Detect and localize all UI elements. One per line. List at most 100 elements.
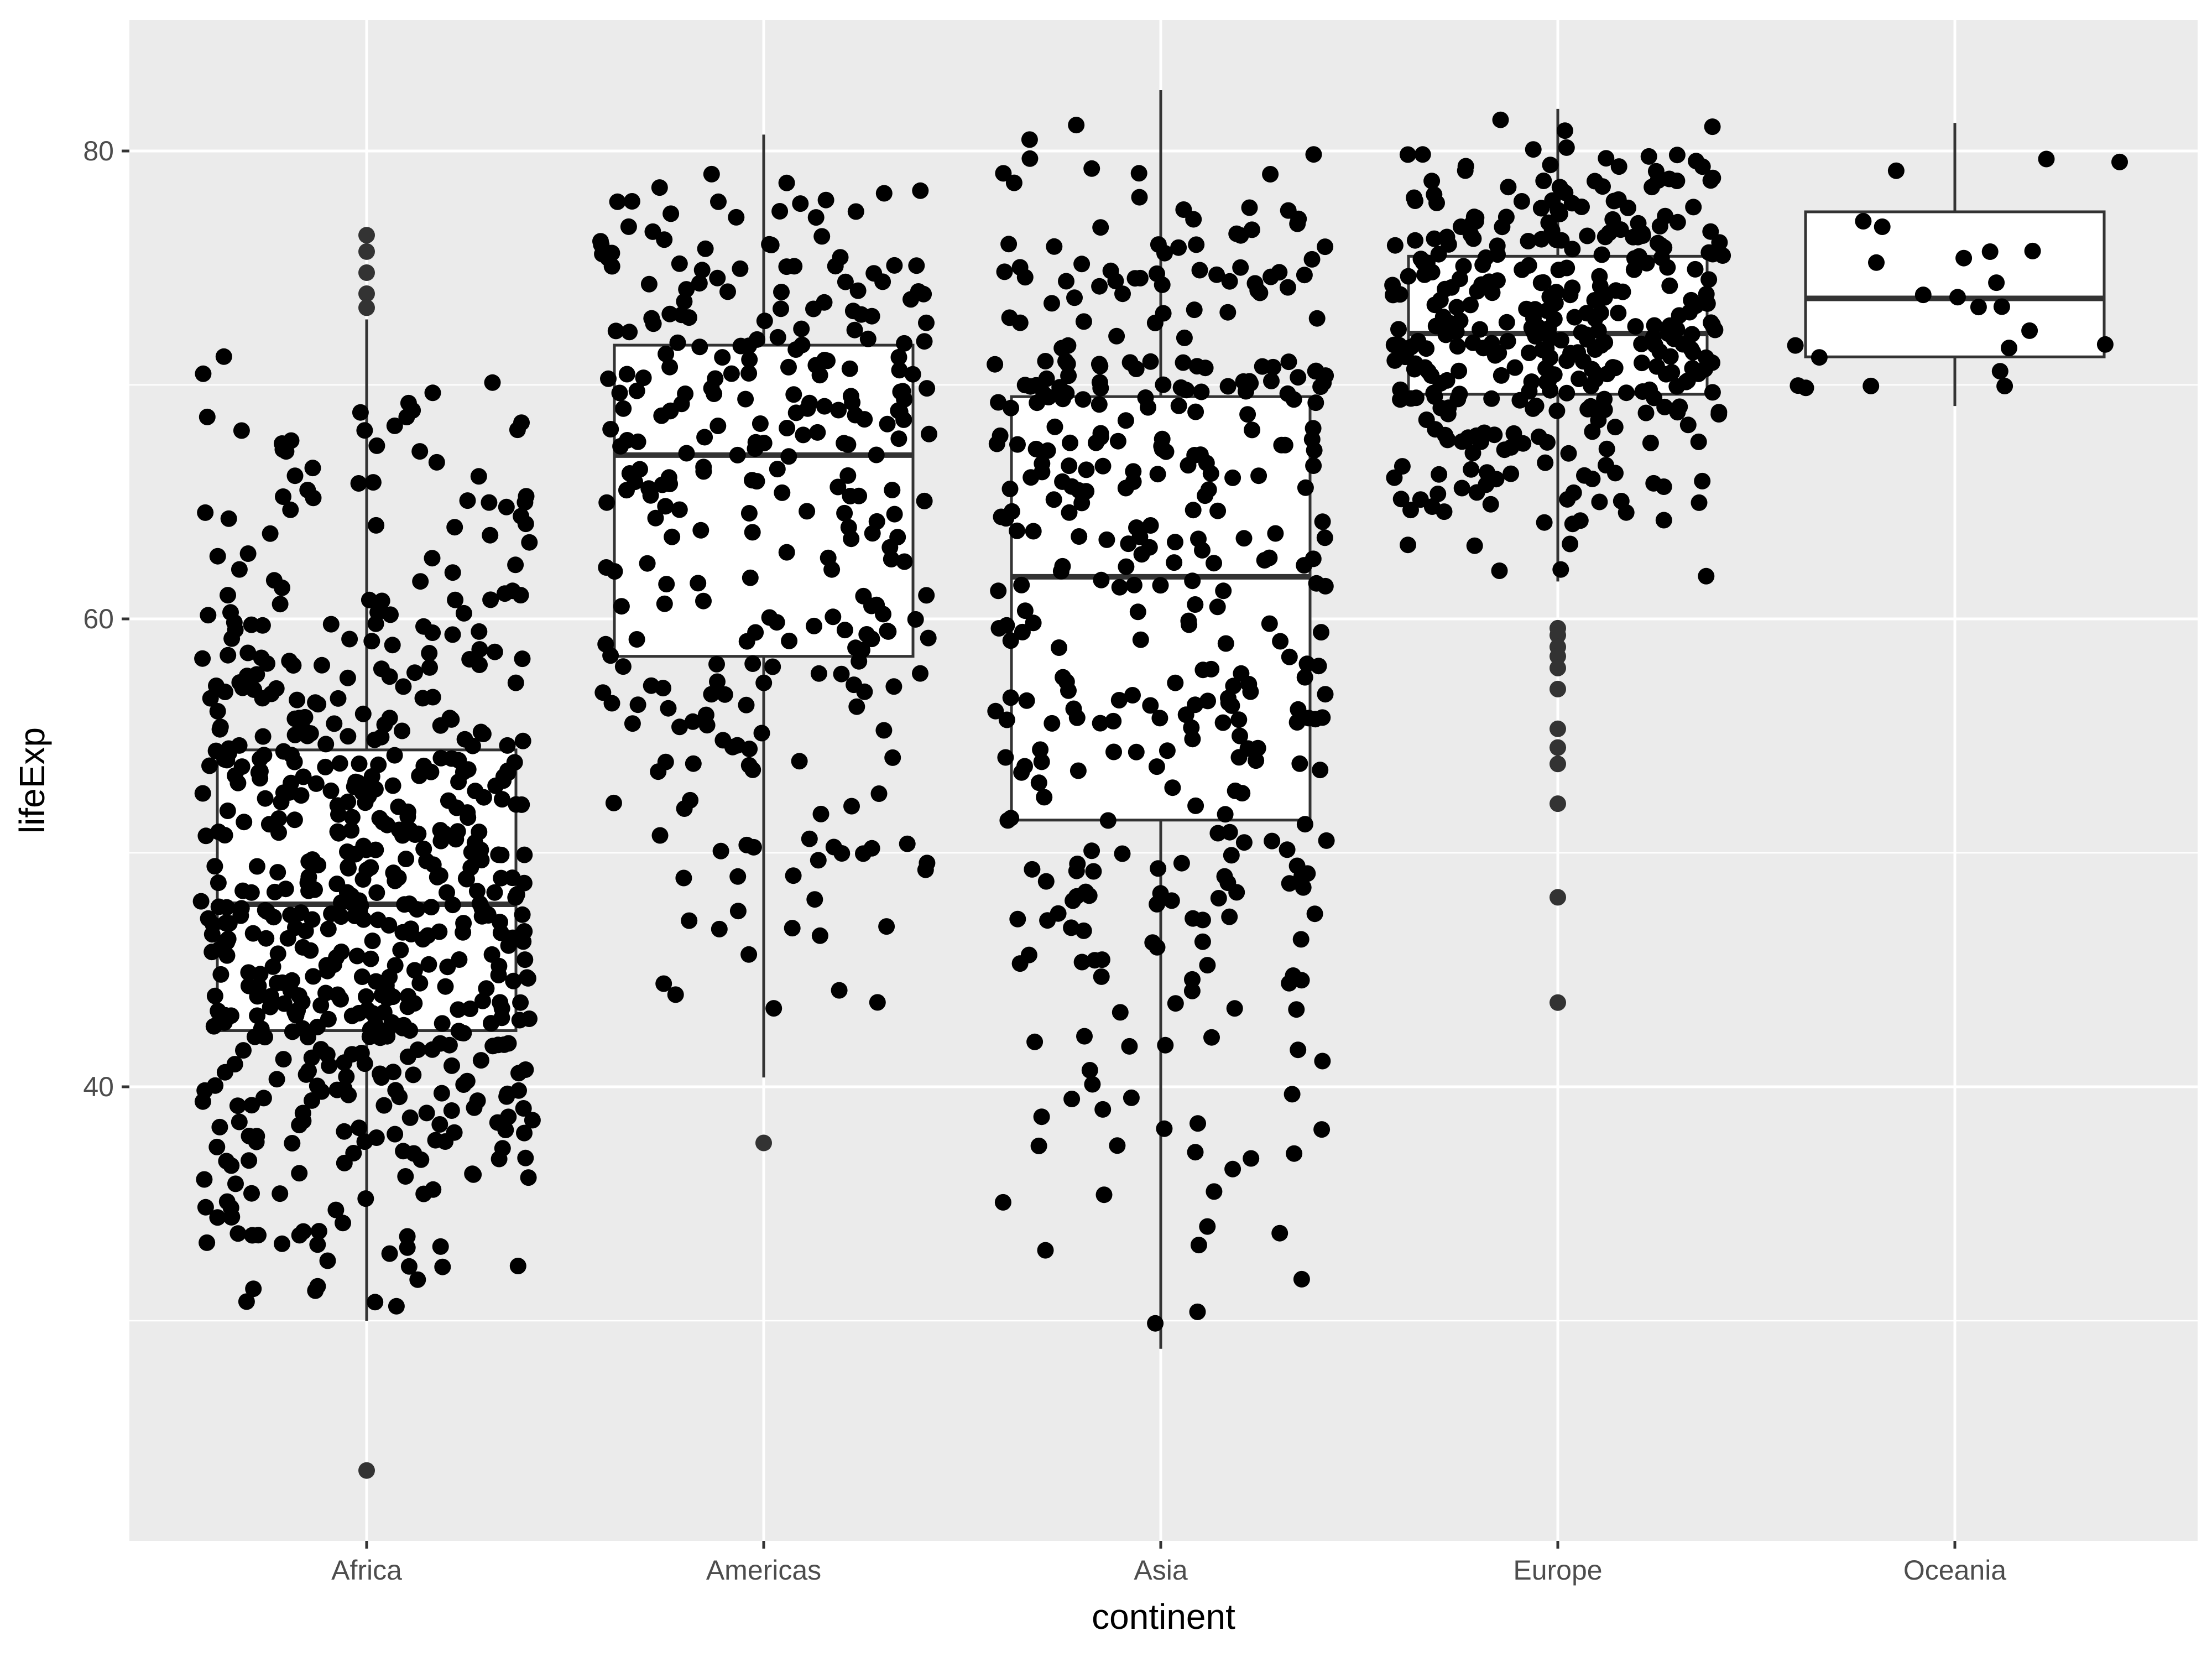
data-point: [355, 911, 372, 928]
data-point: [1156, 1120, 1173, 1137]
data-point: [331, 755, 348, 772]
data-point: [197, 504, 214, 521]
data-point: [1525, 400, 1542, 417]
data-point: [1073, 954, 1091, 971]
data-point: [484, 374, 501, 391]
data-point: [691, 338, 708, 356]
data-point: [612, 437, 629, 455]
data-point: [764, 658, 781, 675]
data-point: [507, 556, 524, 574]
data-point: [1142, 517, 1159, 534]
data-point: [234, 679, 251, 696]
data-point: [1513, 193, 1530, 210]
data-point: [1141, 539, 1158, 556]
data-point: [1009, 522, 1026, 539]
data-point: [354, 705, 372, 722]
data-point: [441, 1036, 458, 1054]
data-point: [1386, 237, 1404, 254]
data-point: [1305, 146, 1322, 163]
data-point: [300, 868, 317, 885]
data-point: [607, 322, 624, 340]
data-point: [1402, 502, 1419, 519]
data-point: [467, 783, 484, 800]
data-point: [1525, 310, 1542, 327]
data-point: [341, 631, 358, 648]
data-point: [1093, 968, 1110, 985]
data-point: [1303, 251, 1321, 268]
data-point: [209, 703, 226, 720]
data-point: [517, 1149, 534, 1166]
data-point: [795, 426, 812, 444]
data-point: [262, 998, 279, 1015]
data-point: [875, 722, 893, 739]
data-point: [520, 1169, 537, 1186]
data-point: [1121, 1038, 1138, 1055]
data-point: [1392, 491, 1410, 508]
data-point: [269, 975, 285, 992]
data-point: [1132, 631, 1149, 648]
data-point: [211, 721, 228, 738]
data-point: [1102, 262, 1119, 279]
data-point: [1081, 887, 1098, 904]
data-point: [471, 623, 488, 640]
data-point: [1317, 238, 1334, 256]
data-point: [875, 185, 893, 202]
data-point: [1472, 321, 1489, 338]
data-point: [217, 1007, 234, 1024]
data-point: [433, 1085, 450, 1102]
data-point: [387, 872, 404, 889]
data-point: [1453, 433, 1470, 450]
data-point: [1610, 304, 1627, 321]
data-point: [406, 826, 424, 843]
data-point: [1184, 572, 1201, 590]
data-point: [1011, 259, 1029, 276]
data-point: [1571, 371, 1588, 387]
data-point: [1550, 201, 1567, 218]
data-point: [996, 263, 1013, 280]
data-point: [698, 717, 716, 734]
data-point: [681, 912, 698, 929]
data-point: [511, 1012, 528, 1029]
data-point: [348, 947, 366, 965]
data-point: [387, 957, 404, 974]
data-point: [771, 203, 789, 220]
data-point: [1506, 359, 1524, 376]
data-point: [368, 884, 385, 901]
data-point: [1000, 236, 1018, 253]
data-point: [482, 591, 499, 608]
data-point: [1407, 389, 1425, 407]
data-point: [478, 980, 495, 997]
data-point: [286, 726, 304, 743]
data-point: [1490, 345, 1507, 362]
data-point: [1668, 147, 1686, 164]
data-point: [1189, 1303, 1206, 1320]
data-point: [515, 1100, 532, 1117]
data-point: [392, 941, 409, 958]
data-point: [904, 366, 921, 383]
data-point: [379, 1028, 396, 1045]
data-point: [773, 284, 790, 300]
data-point: [411, 975, 429, 992]
data-point: [1418, 340, 1435, 357]
data-point: [1281, 648, 1298, 665]
data-point: [357, 1190, 374, 1207]
data-point: [1439, 405, 1457, 423]
data-point: [1634, 355, 1650, 372]
data-point: [885, 678, 902, 695]
data-point: [385, 1064, 401, 1081]
data-point: [1535, 274, 1552, 291]
data-point: [409, 1041, 426, 1058]
data-point: [338, 1068, 355, 1085]
data-point: [1078, 483, 1095, 500]
data-point: [275, 743, 292, 760]
data-point: [1224, 469, 1241, 486]
data-point: [1181, 616, 1198, 633]
data-point: [643, 677, 660, 694]
data-point: [1150, 860, 1167, 877]
data-point: [1426, 230, 1443, 247]
data-point: [774, 484, 791, 501]
data-point: [295, 768, 312, 785]
data-point: [896, 335, 913, 352]
data-point: [294, 939, 311, 956]
